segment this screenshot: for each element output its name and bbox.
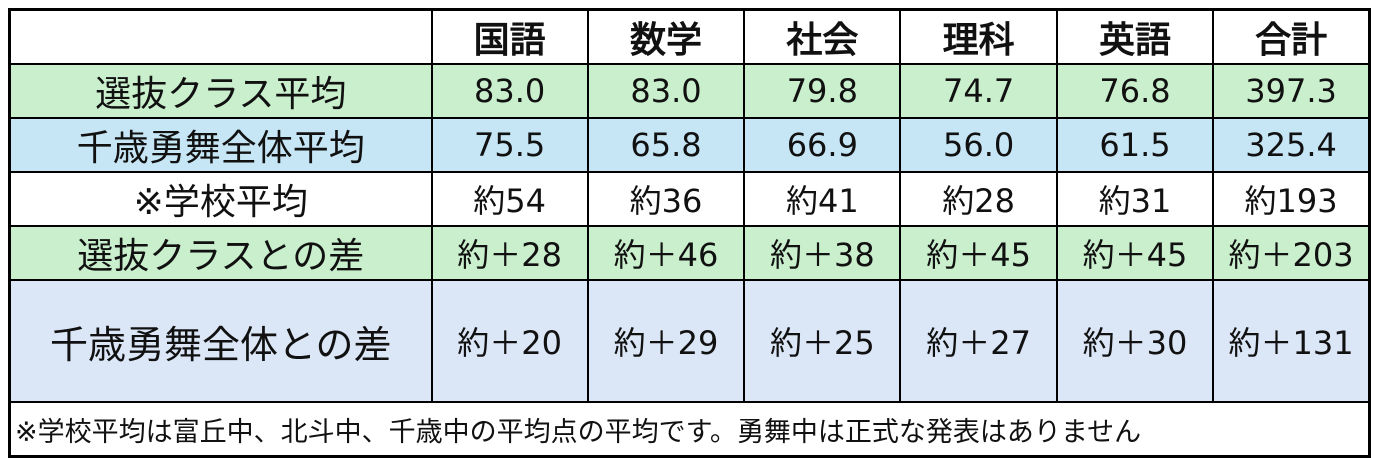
column-header: 合計	[1212, 8, 1371, 65]
column-header: 理科	[899, 8, 1058, 65]
table-cell: 約28	[899, 171, 1058, 227]
table-cell: 約54	[430, 171, 589, 227]
table-cell: 約＋30	[1055, 279, 1215, 403]
table-cell: 約193	[1212, 171, 1371, 227]
table-cell: 325.4	[1212, 117, 1371, 173]
row-label: ※学校平均	[8, 171, 433, 227]
table-cell: 56.0	[899, 117, 1058, 173]
table-cell: 約＋45	[899, 225, 1058, 281]
table-row: 選抜クラス平均 83.0 83.0 79.8 74.7 76.8 397.3	[8, 63, 1371, 119]
table-cell: 約＋131	[1212, 279, 1371, 403]
table-cell: 約41	[743, 171, 902, 227]
table-cell: 約＋28	[430, 225, 589, 281]
table-cell: 約31	[1055, 171, 1215, 227]
table-cell: 75.5	[430, 117, 589, 173]
table-cell: 約＋46	[586, 225, 746, 281]
table-row: ※学校平均 約54 約36 約41 約28 約31 約193	[8, 171, 1371, 227]
table-cell: 66.9	[743, 117, 902, 173]
table-cell: 397.3	[1212, 63, 1371, 119]
table-cell: 83.0	[430, 63, 589, 119]
column-header: 数学	[586, 8, 746, 65]
table-row: 千歳勇舞全体平均 75.5 65.8 66.9 56.0 61.5 325.4	[8, 117, 1371, 173]
table-cell: 約＋38	[743, 225, 902, 281]
table-cell: 76.8	[1055, 63, 1215, 119]
note: ※学校平均は富丘中、北斗中、千歳中の平均点の平均です。勇舞中は正式な発表はありま…	[8, 401, 1371, 458]
table-cell: 約＋29	[586, 279, 746, 403]
table-cell: 約＋25	[743, 279, 902, 403]
row-label: 千歳勇舞全体との差	[8, 279, 433, 403]
table-cell: 約＋27	[899, 279, 1058, 403]
column-header: 国語	[430, 8, 589, 65]
column-header: 英語	[1055, 8, 1215, 65]
corner-cell	[8, 8, 433, 65]
table-cell: 約36	[586, 171, 746, 227]
table-cell: 65.8	[586, 117, 746, 173]
table-cell: 83.0	[586, 63, 746, 119]
table-cell: 79.8	[743, 63, 902, 119]
table-row: 千歳勇舞全体との差 約＋20 約＋29 約＋25 約＋27 約＋30 約＋131	[8, 279, 1371, 403]
table-cell: 74.7	[899, 63, 1058, 119]
table-cell: 約＋203	[1212, 225, 1371, 281]
header-row: 国語 数学 社会 理科 英語 合計	[8, 8, 1371, 65]
row-label: 選抜クラス平均	[8, 63, 433, 119]
table-cell: 約＋45	[1055, 225, 1215, 281]
column-header: 社会	[743, 8, 902, 65]
row-label: 選抜クラスとの差	[8, 225, 433, 281]
score-table: 国語 数学 社会 理科 英語 合計 選抜クラス平均 83.0 83.0 79.8 74.7 76.8…	[8, 8, 1371, 458]
table-cell: 61.5	[1055, 117, 1215, 173]
table-cell: 約＋20	[430, 279, 589, 403]
note-row: ※学校平均は富丘中、北斗中、千歳中の平均点の平均です。勇舞中は正式な発表はありま…	[8, 401, 1371, 458]
row-label: 千歳勇舞全体平均	[8, 117, 433, 173]
table-row: 選抜クラスとの差 約＋28 約＋46 約＋38 約＋45 約＋45 約＋203	[8, 225, 1371, 281]
